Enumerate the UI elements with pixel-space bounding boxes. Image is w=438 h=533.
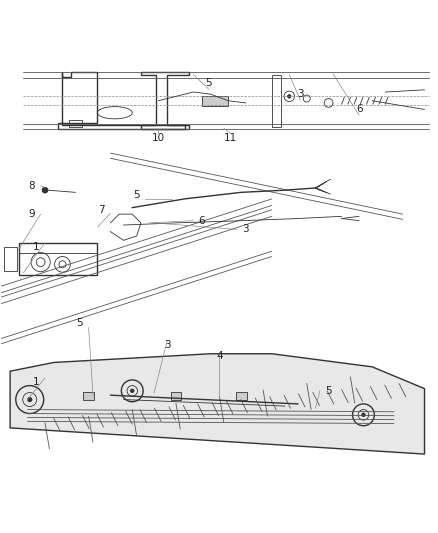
Text: 3: 3 (163, 340, 170, 350)
Circle shape (360, 413, 365, 417)
Circle shape (27, 397, 32, 402)
Text: 6: 6 (198, 216, 205, 225)
Text: 5: 5 (325, 386, 331, 396)
Text: 3: 3 (296, 89, 303, 99)
Text: 1: 1 (33, 377, 39, 387)
Text: 10: 10 (152, 133, 165, 143)
Bar (69, 120, 82, 127)
Text: 5: 5 (205, 78, 212, 88)
Polygon shape (10, 354, 424, 454)
Bar (83, 392, 94, 400)
Bar (201, 95, 228, 106)
Text: 8: 8 (28, 181, 35, 191)
Text: 6: 6 (355, 104, 362, 115)
Circle shape (130, 389, 134, 393)
Text: 7: 7 (98, 205, 105, 215)
Text: 5: 5 (76, 318, 83, 328)
Bar (236, 392, 246, 400)
Circle shape (42, 188, 47, 193)
Text: 9: 9 (28, 209, 35, 219)
Bar (170, 392, 181, 400)
Text: 1: 1 (33, 242, 39, 252)
Text: 11: 11 (223, 133, 237, 143)
Text: 4: 4 (215, 351, 223, 361)
Text: 5: 5 (133, 190, 140, 199)
Text: 3: 3 (242, 224, 248, 235)
Circle shape (286, 94, 291, 99)
